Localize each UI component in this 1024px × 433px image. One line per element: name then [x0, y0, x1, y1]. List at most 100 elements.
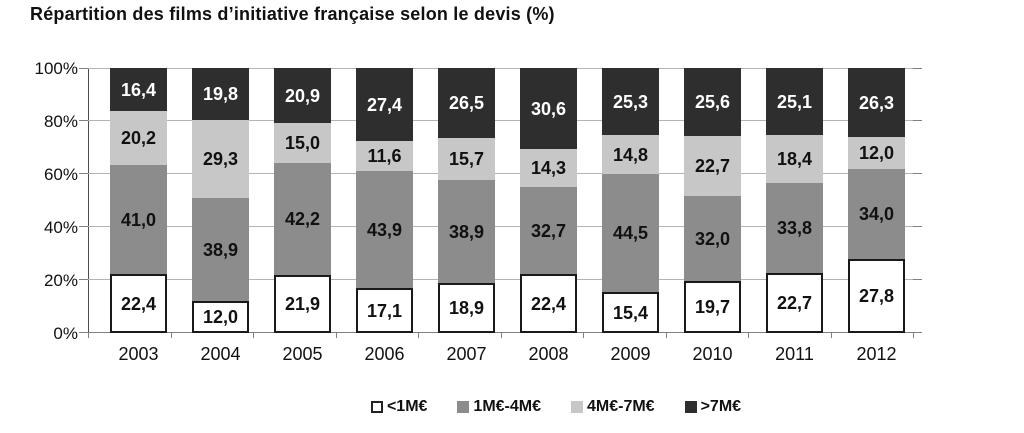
bar-value-label: 26,3: [858, 92, 895, 113]
x-axis-line: [88, 332, 913, 333]
bar-value-label: 26,5: [448, 93, 485, 113]
legend-label: <1M€: [386, 398, 428, 415]
bar-value-label: 19,7: [694, 297, 731, 317]
bar-value-label: 25,1: [776, 91, 813, 112]
bar-value-label: 19,8: [202, 84, 239, 104]
bar-segment: 11,6: [356, 141, 413, 171]
y-axis-labels: 0% 20% 40% 60% 80% 100%: [0, 59, 78, 343]
bar-segment: 33,8: [766, 183, 823, 273]
bar-segment: 38,9: [192, 198, 249, 301]
bar-segment: 15,7: [438, 138, 495, 180]
gridline: [88, 279, 913, 280]
x-axis-label: 2005: [282, 344, 323, 364]
y-axis-tick: [79, 279, 88, 280]
bar-value-label: 27,4: [366, 94, 403, 115]
y-axis-tick: [913, 68, 922, 69]
x-axis-label: 2004: [200, 344, 241, 364]
legend-label: >7M€: [700, 398, 742, 415]
legend-swatch: [684, 401, 697, 413]
x-axis-label: 2012: [856, 344, 897, 364]
gridline: [88, 226, 913, 227]
legend-item: 1M€-4M€: [457, 398, 541, 416]
legend-swatch: [457, 401, 470, 413]
bar-segment: 30,6: [520, 68, 577, 149]
bar-segment: 12,0: [192, 301, 249, 333]
y-axis-tick: [913, 226, 922, 227]
bar-value-label: 18,9: [448, 298, 485, 318]
bar-value-label: 32,7: [530, 220, 567, 241]
bar-segment: 32,7: [520, 187, 577, 274]
gridline: [88, 173, 913, 174]
bar-segment: 18,9: [438, 283, 495, 333]
y-axis-tick-label: 60%: [43, 165, 78, 184]
legend-item: 4M€-7M€: [571, 398, 655, 416]
bar-segment: 26,5: [438, 68, 495, 138]
legend-item: >7M€: [684, 398, 742, 416]
x-axis-tick: [583, 333, 584, 338]
x-axis-tick: [748, 333, 749, 338]
plot-area: 22,4 41,0 20,2 16,4 2003 12,0 38,9 29,3 19,8 2004…: [79, 68, 922, 364]
bar-segment: 41,0: [110, 165, 167, 274]
y-axis-tick: [79, 173, 88, 174]
bar-segment: 14,8: [602, 135, 659, 174]
bar-value-label: 16,4: [120, 79, 157, 100]
bar-segment: 14,3: [520, 149, 577, 187]
bar-value-label: 14,3: [530, 158, 567, 178]
bar-value-label: 15,4: [612, 302, 649, 323]
bar-value-label: 20,2: [120, 128, 157, 148]
bar-value-label: 27,8: [858, 286, 895, 306]
bar-value-label: 20,9: [284, 85, 321, 106]
x-axis-tick: [170, 333, 172, 338]
bar-value-label: 21,9: [284, 294, 321, 314]
y-axis-tick: [913, 279, 922, 280]
x-axis-label: 2009: [610, 344, 651, 364]
bar-segment: 22,4: [110, 274, 167, 333]
bar-segment: 15,0: [274, 123, 331, 163]
bar-segment: 44,5: [602, 174, 659, 292]
x-axis-label: 2008: [528, 344, 569, 364]
bar-value-label: 17,1: [366, 300, 403, 321]
bar-segment: 15,4: [602, 292, 659, 333]
bar-value-label: 41,0: [120, 209, 157, 230]
y-axis-tick-label: 80%: [43, 112, 78, 131]
bar-value-label: 32,0: [694, 228, 731, 249]
x-axis-tick: [913, 333, 914, 338]
bar-segment: 32,0: [684, 196, 741, 281]
bar-value-label: 11,6: [367, 146, 402, 166]
x-axis-tick: [500, 333, 502, 338]
bar-segment: 27,4: [356, 68, 413, 141]
y-axis-line: [88, 68, 89, 333]
bar-value-label: 22,4: [530, 293, 567, 314]
bar-segment: 20,2: [110, 111, 167, 165]
x-axis-label: 2006: [364, 344, 405, 364]
bar-value-label: 44,5: [612, 223, 649, 243]
x-axis-tick: [88, 333, 89, 338]
bar-value-label: 30,6: [530, 98, 567, 119]
bar-segment: 12,0: [848, 137, 905, 169]
bar-segment: 25,6: [684, 68, 741, 136]
x-axis-tick: [418, 333, 419, 338]
x-axis-label: 2010: [692, 344, 733, 364]
y-axis-tick: [913, 173, 922, 174]
bar-segment: 16,4: [110, 68, 167, 111]
bar-segment: 27,8: [848, 259, 905, 333]
bar-value-label: 14,8: [612, 144, 649, 165]
bar-value-label: 43,9: [366, 219, 403, 240]
bar-segment: 19,7: [684, 281, 741, 333]
legend-item: <1M€: [370, 398, 428, 416]
bar-value-label: 15,7: [448, 149, 485, 169]
bar-segment: 21,9: [274, 275, 331, 333]
y-axis-tick: [913, 120, 922, 121]
bar-segment: 18,4: [766, 135, 823, 183]
x-axis-tick: [253, 333, 254, 338]
bar-value-label: 29,3: [202, 149, 239, 169]
bar-segment: 22,7: [684, 136, 741, 196]
bar-value-label: 22,7: [776, 293, 813, 313]
x-axis-tick: [665, 333, 667, 338]
gridline: [88, 68, 913, 69]
bar-value-label: 25,3: [612, 91, 649, 112]
legend: <1M€ 1M€-4M€ 4M€-7M€ >7M€: [88, 398, 1024, 416]
bar-value-label: 12,0: [858, 143, 895, 163]
gridline: [88, 120, 913, 121]
bar-value-label: 33,8: [776, 218, 813, 238]
